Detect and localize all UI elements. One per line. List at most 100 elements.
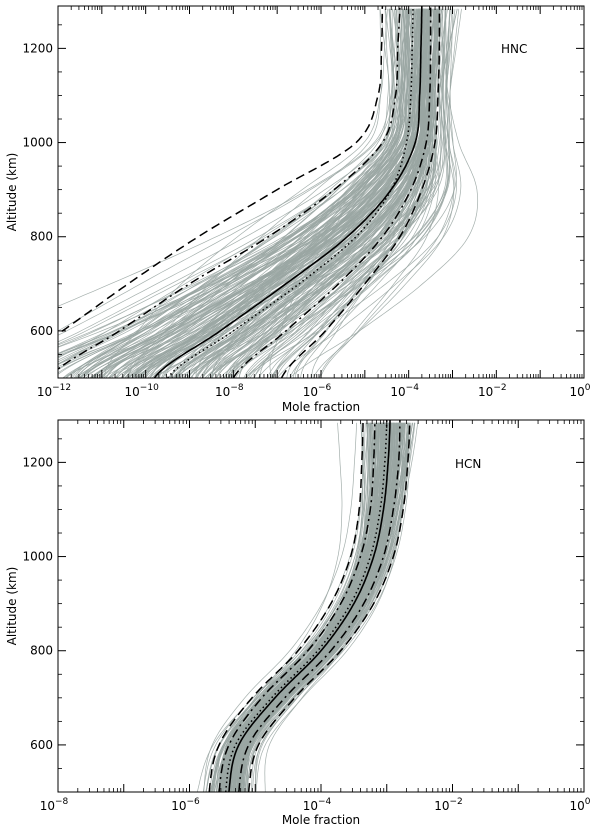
ensemble-line xyxy=(58,8,432,354)
inner-envelope-line xyxy=(218,420,376,792)
y-tick-label: 1000 xyxy=(22,550,53,564)
x-tick-exponent: 0 xyxy=(585,383,591,393)
x-tick-label: 10−2 xyxy=(478,383,507,399)
y-tick-label: 600 xyxy=(30,738,53,752)
panel-label: HCN xyxy=(455,457,481,471)
x-tick-label: 10−4 xyxy=(303,797,332,813)
ensemble-line xyxy=(189,8,438,378)
y-tick-label: 1200 xyxy=(22,455,53,469)
x-tick-exponent: −6 xyxy=(187,797,201,807)
ensemble-line xyxy=(127,8,425,378)
x-tick-exponent: −4 xyxy=(318,797,332,807)
ensemble-line xyxy=(58,8,405,375)
x-tick-base: 10 xyxy=(125,385,140,399)
ensemble-line xyxy=(152,8,422,378)
x-tick-label: 10−6 xyxy=(171,797,200,813)
panel-label: HNC xyxy=(501,42,527,56)
mean-line xyxy=(228,420,391,792)
ensemble-line xyxy=(227,8,460,378)
x-tick-exponent: −6 xyxy=(318,383,332,393)
inner-envelope-line xyxy=(238,420,401,792)
median-line xyxy=(167,6,414,378)
x-axis: 10−8 10−6 10−4 10−2 100 xyxy=(40,420,591,813)
ensemble-line xyxy=(269,8,395,378)
plot-area xyxy=(58,6,479,378)
ensemble-line xyxy=(104,8,388,378)
ensemble-line xyxy=(58,8,409,332)
x-axis-title: Mole fraction xyxy=(282,400,360,414)
ensemble-line xyxy=(93,8,431,378)
outer-envelope-line xyxy=(58,6,384,335)
ensemble-line xyxy=(204,8,457,378)
ensemble-profiles xyxy=(58,8,479,378)
x-tick-base: 10 xyxy=(171,799,186,813)
ensemble-line xyxy=(155,8,451,378)
ensemble-line xyxy=(216,8,419,378)
ensemble-line xyxy=(231,422,380,792)
x-tick-label: 10−8 xyxy=(215,383,244,399)
y-tick-label: 1200 xyxy=(22,41,53,55)
x-tick-exponent: −2 xyxy=(493,383,506,393)
inner-envelope-line xyxy=(232,6,432,378)
ensemble-line xyxy=(313,8,455,378)
y-axis-title: Altitude (km) xyxy=(5,567,19,646)
y-axis: 600 800 1000 1200 xyxy=(22,24,584,379)
ensemble-line xyxy=(58,8,425,346)
ensemble-line xyxy=(233,422,382,792)
outer-envelope-line xyxy=(247,420,411,792)
panel-hnc: 10−12 10−10 10−8 10−6 10−4 10−2 10060080010001… xyxy=(5,5,591,414)
x-tick-label: 10−6 xyxy=(303,383,332,399)
x-tick-exponent: −8 xyxy=(230,383,244,393)
ensemble-line xyxy=(154,8,419,378)
x-tick-base: 10 xyxy=(40,799,55,813)
ensemble-line xyxy=(235,422,406,792)
x-tick-exponent: −4 xyxy=(406,383,420,393)
ensemble-line xyxy=(212,422,371,792)
y-tick-label: 800 xyxy=(30,644,53,658)
x-tick-label: 10−10 xyxy=(125,383,160,399)
ensemble-line xyxy=(58,8,409,366)
ensemble-line xyxy=(289,8,479,378)
x-tick-label: 10−4 xyxy=(390,383,419,399)
y-axis: 600 800 1000 1200 xyxy=(22,438,584,793)
ensemble-line xyxy=(271,8,423,378)
ensemble-line xyxy=(234,422,395,792)
ensemble-line xyxy=(58,8,421,345)
ensemble-line xyxy=(95,8,441,378)
y-tick-label: 600 xyxy=(30,324,53,338)
x-tick-base: 10 xyxy=(215,385,230,399)
x-tick-label: 10−2 xyxy=(434,797,463,813)
ensemble-line xyxy=(196,8,407,378)
ensemble-line xyxy=(232,422,402,792)
x-tick-base: 10 xyxy=(303,385,318,399)
ensemble-line xyxy=(109,8,439,378)
y-axis-title: Altitude (km) xyxy=(5,153,19,232)
ensemble-line xyxy=(292,8,427,378)
x-tick-label: 100 xyxy=(569,797,590,813)
x-tick-label: 10−8 xyxy=(40,797,69,813)
x-tick-base: 10 xyxy=(390,385,405,399)
x-axis: 10−12 10−10 10−8 10−6 10−4 10−2 100 xyxy=(37,6,591,399)
x-tick-exponent: −8 xyxy=(55,797,69,807)
x-tick-base: 10 xyxy=(303,799,318,813)
x-tick-exponent: −10 xyxy=(140,383,159,393)
x-tick-exponent: 0 xyxy=(585,797,591,807)
ensemble-line xyxy=(122,8,391,378)
ensemble-line xyxy=(115,8,430,378)
ensemble-line xyxy=(73,8,399,378)
ensemble-line xyxy=(203,422,357,792)
outer-envelope-line xyxy=(280,6,441,378)
ensemble-line xyxy=(229,422,401,792)
ensemble-line xyxy=(246,422,411,792)
ensemble-line xyxy=(294,8,417,378)
ensemble-line xyxy=(228,422,419,792)
ensemble-line xyxy=(245,8,457,378)
x-tick-exponent: −2 xyxy=(450,797,463,807)
ensemble-line xyxy=(108,8,458,378)
plot-area xyxy=(196,420,419,792)
ensemble-line xyxy=(139,8,447,378)
ensemble-line xyxy=(132,8,438,378)
mean-line xyxy=(153,6,423,378)
x-tick-base: 10 xyxy=(478,385,493,399)
